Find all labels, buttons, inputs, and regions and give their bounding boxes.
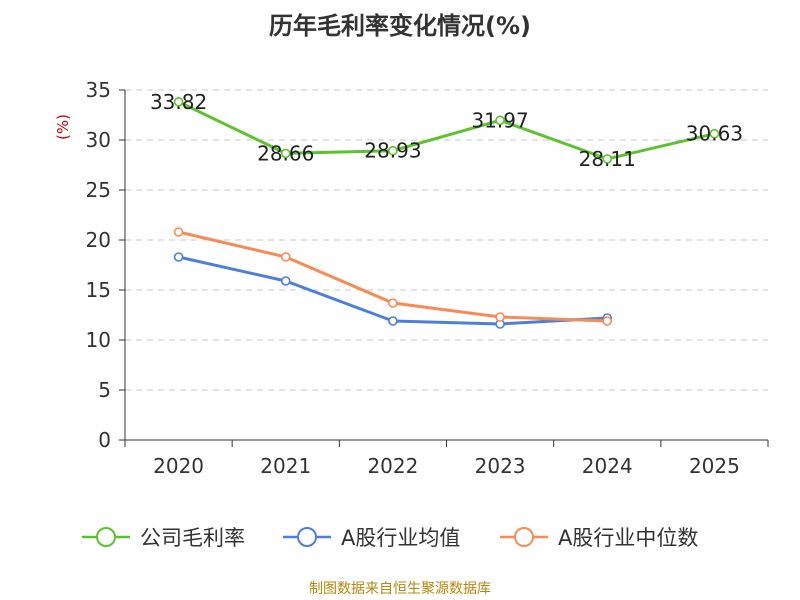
grid-layer [125,89,768,391]
data-label: 28.66 [257,141,314,165]
data-point [173,227,184,237]
x-tick-label: 2024 [582,454,633,478]
x-tick-label: 2020 [153,454,204,478]
data-point [280,276,291,286]
source-note: 制图数据来自恒生聚源数据库 [309,581,491,597]
y-tick-label: 0 [98,428,111,452]
series-layer [173,97,720,329]
data-label-layer: 33.82 28.66 28.93 31.97 28.11 30.63 [150,90,743,171]
legend-marker [96,527,116,547]
y-tick-label: 10 [86,328,111,352]
data-label: 28.11 [579,147,636,171]
data-point [173,97,184,107]
data-point [495,115,505,126]
data-label: 28.93 [364,139,421,163]
legend-label: A股行业中位数 [558,526,698,550]
x-tick-label: 2022 [367,454,418,478]
legend: 公司毛利率 A股行业均值 A股行业中位数 [82,526,698,550]
data-point [602,154,613,164]
data-point [173,252,184,262]
legend-marker [514,527,534,547]
y-axis-label: (%) [54,114,72,140]
data-label: 31.97 [471,108,528,132]
data-point [495,312,505,322]
y-tick-label: 15 [86,278,111,302]
data-point [388,316,398,326]
y-tick-label: 25 [86,178,111,202]
series-line-0 [177,100,715,161]
y-tick-label: 30 [86,128,111,152]
data-point [709,128,720,139]
x-tick-label: 2021 [260,454,311,478]
data-point [280,148,291,159]
data-point [602,316,613,326]
data-point [388,298,398,308]
y-tick-label: 35 [86,78,111,102]
chart-title: 历年毛利率变化情况(%) [269,12,531,40]
data-label: 33.82 [150,90,207,114]
legend-marker [297,527,317,547]
data-point [280,252,291,262]
data-label: 30.63 [686,122,743,146]
x-tick-label: 2023 [475,454,526,478]
legend-label: 公司毛利率 [140,526,245,550]
y-tick-label: 20 [86,228,111,252]
y-tick-label: 5 [98,378,111,402]
data-point [388,145,398,156]
legend-label: A股行业均值 [341,526,460,550]
x-tick-label: 2025 [689,454,740,478]
